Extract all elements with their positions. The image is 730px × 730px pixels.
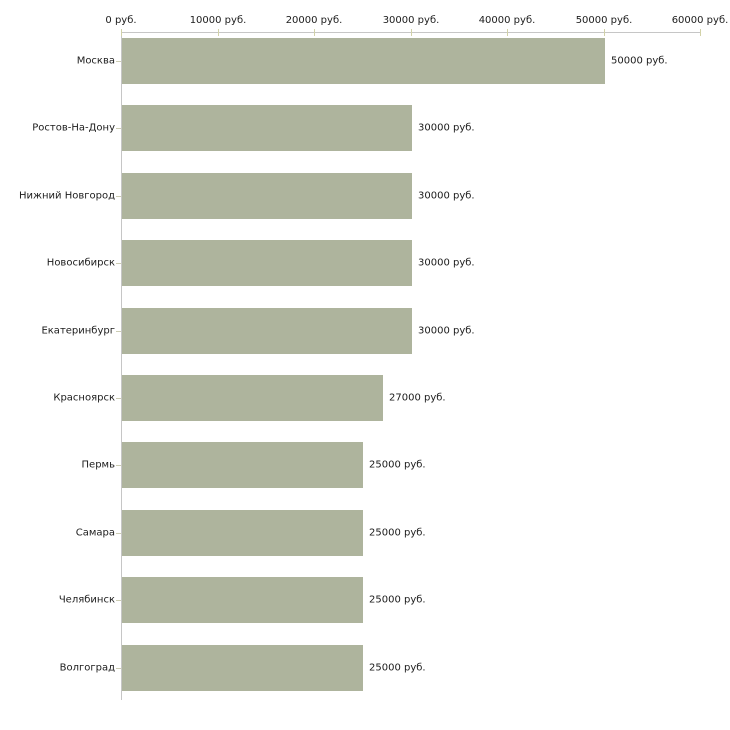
x-axis-tick-label: 0 руб. bbox=[105, 15, 137, 26]
x-axis-tick-label: 10000 руб. bbox=[189, 15, 247, 26]
category-label: Челябинск bbox=[58, 594, 115, 606]
category-tick bbox=[116, 398, 121, 399]
bar-Пермь bbox=[122, 442, 363, 488]
value-label: 25000 руб. bbox=[369, 527, 426, 539]
x-axis-tick-label: 30000 руб. bbox=[382, 15, 440, 26]
x-axis-tick bbox=[507, 29, 508, 36]
value-label: 50000 руб. bbox=[611, 55, 668, 67]
category-tick bbox=[116, 600, 121, 601]
category-tick bbox=[116, 128, 121, 129]
value-label: 27000 руб. bbox=[389, 392, 446, 404]
category-tick bbox=[116, 263, 121, 264]
x-axis-tick bbox=[700, 29, 701, 36]
category-tick bbox=[116, 668, 121, 669]
x-axis-tick-label: 40000 руб. bbox=[478, 15, 536, 26]
bar-Самара bbox=[122, 510, 363, 556]
value-label: 30000 руб. bbox=[418, 325, 475, 337]
x-axis-tick bbox=[314, 29, 315, 36]
category-tick bbox=[116, 61, 121, 62]
x-axis-tick bbox=[411, 29, 412, 36]
bar-Ростов-На-Дону bbox=[122, 105, 412, 151]
category-label: Нижний Новгород bbox=[18, 190, 115, 202]
x-axis-tick-label: 20000 руб. bbox=[285, 15, 343, 26]
bar-Новосибирск bbox=[122, 240, 412, 286]
category-label: Москва bbox=[76, 55, 115, 67]
x-axis-tick bbox=[121, 29, 122, 36]
category-tick bbox=[116, 331, 121, 332]
value-label: 30000 руб. bbox=[418, 257, 475, 269]
category-label: Новосибирск bbox=[46, 257, 115, 269]
category-label: Самара bbox=[75, 527, 115, 539]
x-axis-line bbox=[121, 32, 700, 33]
value-label: 25000 руб. bbox=[369, 662, 426, 674]
x-axis-tick-label: 60000 руб. bbox=[671, 15, 729, 26]
category-tick bbox=[116, 533, 121, 534]
value-label: 30000 руб. bbox=[418, 190, 475, 202]
x-axis-tick bbox=[218, 29, 219, 36]
bar-Челябинск bbox=[122, 577, 363, 623]
category-tick bbox=[116, 196, 121, 197]
category-label: Красноярск bbox=[53, 392, 115, 404]
value-label: 25000 руб. bbox=[369, 459, 426, 471]
category-label: Пермь bbox=[81, 459, 115, 471]
bar-Нижний Новгород bbox=[122, 173, 412, 219]
category-tick bbox=[116, 465, 121, 466]
category-label: Ростов-На-Дону bbox=[32, 122, 115, 134]
bar-Москва bbox=[122, 38, 605, 84]
y-axis-line bbox=[121, 32, 122, 700]
x-axis-tick bbox=[604, 29, 605, 36]
category-label: Екатеринбург bbox=[41, 325, 115, 337]
category-label: Волгоград bbox=[59, 662, 115, 674]
bar-Красноярск bbox=[122, 375, 383, 421]
bar-Екатеринбург bbox=[122, 308, 412, 354]
value-label: 25000 руб. bbox=[369, 594, 426, 606]
bar-Волгоград bbox=[122, 645, 363, 691]
x-axis-tick-label: 50000 руб. bbox=[575, 15, 633, 26]
value-label: 30000 руб. bbox=[418, 122, 475, 134]
